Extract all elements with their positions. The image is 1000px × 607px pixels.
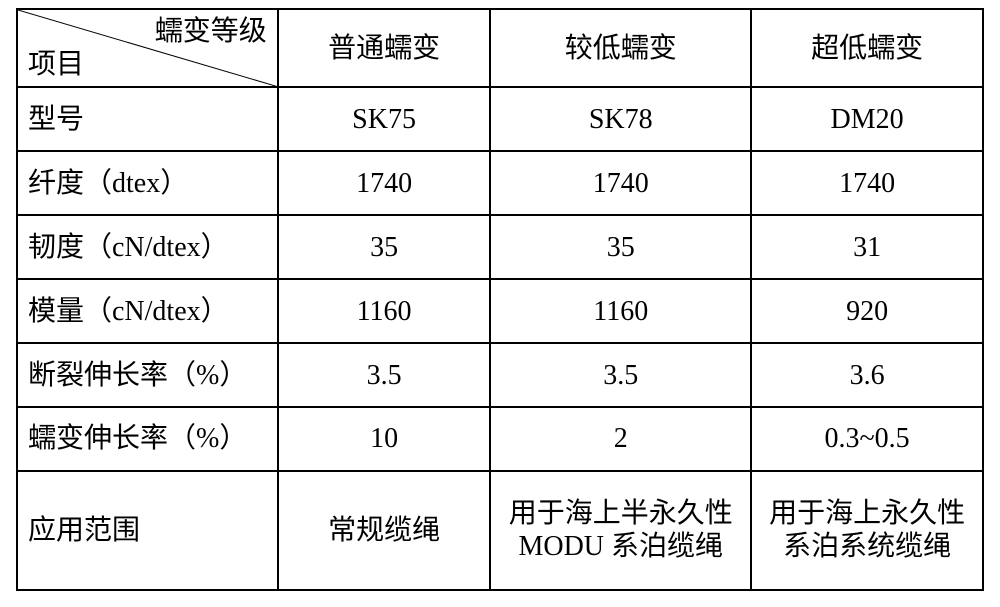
creep-table: 蠕变等级 项目 普通蠕变 较低蠕变 超低蠕变 型号 SK75 SK78 DM20… [16,8,984,591]
col-header: 超低蠕变 [751,9,983,87]
cell-value: 0.3~0.5 [751,407,983,471]
table-row: 韧度（cN/dtex） 35 35 31 [17,215,983,279]
cell-value: 1740 [490,151,751,215]
col-header: 较低蠕变 [490,9,751,87]
row-label: 蠕变伸长率（%） [17,407,278,471]
cell-value: 用于海上永久性系泊系统缆绳 [751,471,983,590]
row-label: 断裂伸长率（%） [17,343,278,407]
table-row: 纤度（dtex） 1740 1740 1740 [17,151,983,215]
row-label: 纤度（dtex） [17,151,278,215]
cell-value: SK78 [490,87,751,151]
table-row: 应用范围 常规缆绳 用于海上半永久性 MODU 系泊缆绳 用于海上永久性系泊系统… [17,471,983,590]
cell-value: DM20 [751,87,983,151]
table-row: 型号 SK75 SK78 DM20 [17,87,983,151]
table-row: 蠕变伸长率（%） 10 2 0.3~0.5 [17,407,983,471]
corner-cell: 蠕变等级 项目 [17,9,278,87]
cell-value: 3.6 [751,343,983,407]
cell-value: 920 [751,279,983,343]
table-header-row: 蠕变等级 项目 普通蠕变 较低蠕变 超低蠕变 [17,9,983,87]
table-row: 断裂伸长率（%） 3.5 3.5 3.6 [17,343,983,407]
row-label: 模量（cN/dtex） [17,279,278,343]
row-label: 韧度（cN/dtex） [17,215,278,279]
cell-value: 35 [490,215,751,279]
row-label: 型号 [17,87,278,151]
cell-value: 3.5 [490,343,751,407]
cell-value: 用于海上半永久性 MODU 系泊缆绳 [490,471,751,590]
cell-value: 2 [490,407,751,471]
corner-top-label: 蠕变等级 [155,14,267,49]
cell-value: 1160 [490,279,751,343]
cell-value: 10 [278,407,491,471]
corner-bottom-label: 项目 [28,47,84,82]
cell-value: 31 [751,215,983,279]
cell-value: 常规缆绳 [278,471,491,590]
page-container: 蠕变等级 项目 普通蠕变 较低蠕变 超低蠕变 型号 SK75 SK78 DM20… [0,0,1000,607]
cell-value: 1160 [278,279,491,343]
cell-value: 1740 [751,151,983,215]
col-header: 普通蠕变 [278,9,491,87]
cell-value: 35 [278,215,491,279]
table-row: 模量（cN/dtex） 1160 1160 920 [17,279,983,343]
cell-value: 1740 [278,151,491,215]
row-label: 应用范围 [17,471,278,590]
cell-value: 3.5 [278,343,491,407]
cell-value: SK75 [278,87,491,151]
